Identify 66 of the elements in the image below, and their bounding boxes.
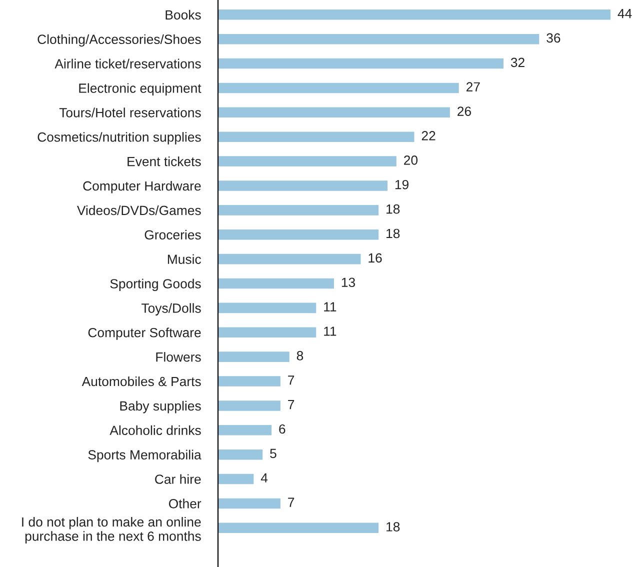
y-tick-label: Sporting Goods bbox=[110, 278, 201, 292]
bar bbox=[218, 156, 396, 166]
bar bbox=[218, 352, 290, 362]
y-tick-label: Toys/Dolls bbox=[142, 303, 201, 316]
y-tick-label: Baby supplies bbox=[120, 400, 201, 414]
y-tick-label: Event tickets bbox=[128, 156, 201, 166]
y-tick-label: Music bbox=[168, 254, 201, 264]
data-label: 18 bbox=[386, 204, 400, 214]
bar bbox=[218, 327, 316, 338]
bar bbox=[218, 58, 504, 69]
y-tick-label: Tours/Hotel reservations bbox=[59, 108, 201, 118]
data-label: 18 bbox=[386, 228, 400, 238]
data-label: 44 bbox=[618, 9, 632, 18]
data-label: 19 bbox=[395, 180, 408, 190]
y-tick-label: Automobiles & Parts bbox=[82, 376, 201, 386]
bar bbox=[218, 10, 611, 20]
bar bbox=[218, 474, 254, 484]
bar bbox=[218, 34, 540, 44]
bar bbox=[218, 254, 361, 264]
bar bbox=[218, 449, 263, 460]
data-label: 11 bbox=[324, 326, 336, 336]
data-label: 7 bbox=[288, 376, 294, 385]
y-tick-label: I do not plan to make an online purchase in the next 6 months bbox=[22, 516, 201, 544]
bar bbox=[218, 107, 450, 118]
data-label: 18 bbox=[386, 522, 400, 532]
data-label: 7 bbox=[288, 400, 294, 410]
y-tick-label: Videos/DVDs/Games bbox=[76, 205, 201, 216]
y-tick-label: Flowers bbox=[156, 352, 201, 362]
data-label: 7 bbox=[288, 498, 294, 507]
y-tick-label: Airline ticket/reservations bbox=[54, 58, 201, 68]
data-label: 6 bbox=[279, 424, 286, 434]
data-label: 11 bbox=[324, 302, 336, 312]
y-tick-label: Other bbox=[168, 498, 202, 508]
data-label: 27 bbox=[466, 82, 480, 92]
y-tick-label: Computer Software bbox=[88, 328, 201, 340]
bar bbox=[218, 425, 272, 436]
bar bbox=[218, 302, 316, 314]
data-label: 13 bbox=[342, 278, 356, 288]
y-tick-label: Sports Memorabilia bbox=[88, 450, 202, 462]
y-tick-label: Electronic equipment bbox=[79, 83, 202, 96]
data-label: 36 bbox=[546, 33, 560, 43]
bar bbox=[218, 132, 414, 142]
data-label: 5 bbox=[270, 448, 276, 458]
y-tick-label: Car hire bbox=[155, 474, 201, 484]
y-tick-label: Groceries bbox=[144, 230, 201, 240]
data-label: 8 bbox=[296, 351, 304, 360]
bar bbox=[218, 498, 280, 509]
y-tick-label: Alcoholic drinks bbox=[110, 425, 201, 436]
bar bbox=[218, 522, 379, 534]
bar bbox=[218, 229, 379, 240]
data-label: 32 bbox=[510, 58, 524, 68]
data-label: 22 bbox=[422, 131, 436, 140]
bar bbox=[218, 400, 280, 411]
bar bbox=[218, 82, 459, 94]
y-tick-label: Computer Hardware bbox=[83, 180, 201, 194]
bar bbox=[218, 376, 280, 386]
data-label: 4 bbox=[260, 473, 268, 482]
bar bbox=[218, 180, 388, 191]
y-tick-label: Clothing/Accessories/Shoes bbox=[38, 34, 201, 47]
bar bbox=[218, 278, 334, 289]
data-label: 26 bbox=[458, 106, 471, 116]
y-tick-label: Books bbox=[166, 10, 201, 20]
bar bbox=[218, 205, 379, 216]
data-label: 20 bbox=[404, 156, 418, 165]
y-tick-label: Cosmetics/nutrition supplies bbox=[38, 132, 201, 144]
data-label: 16 bbox=[368, 253, 382, 263]
